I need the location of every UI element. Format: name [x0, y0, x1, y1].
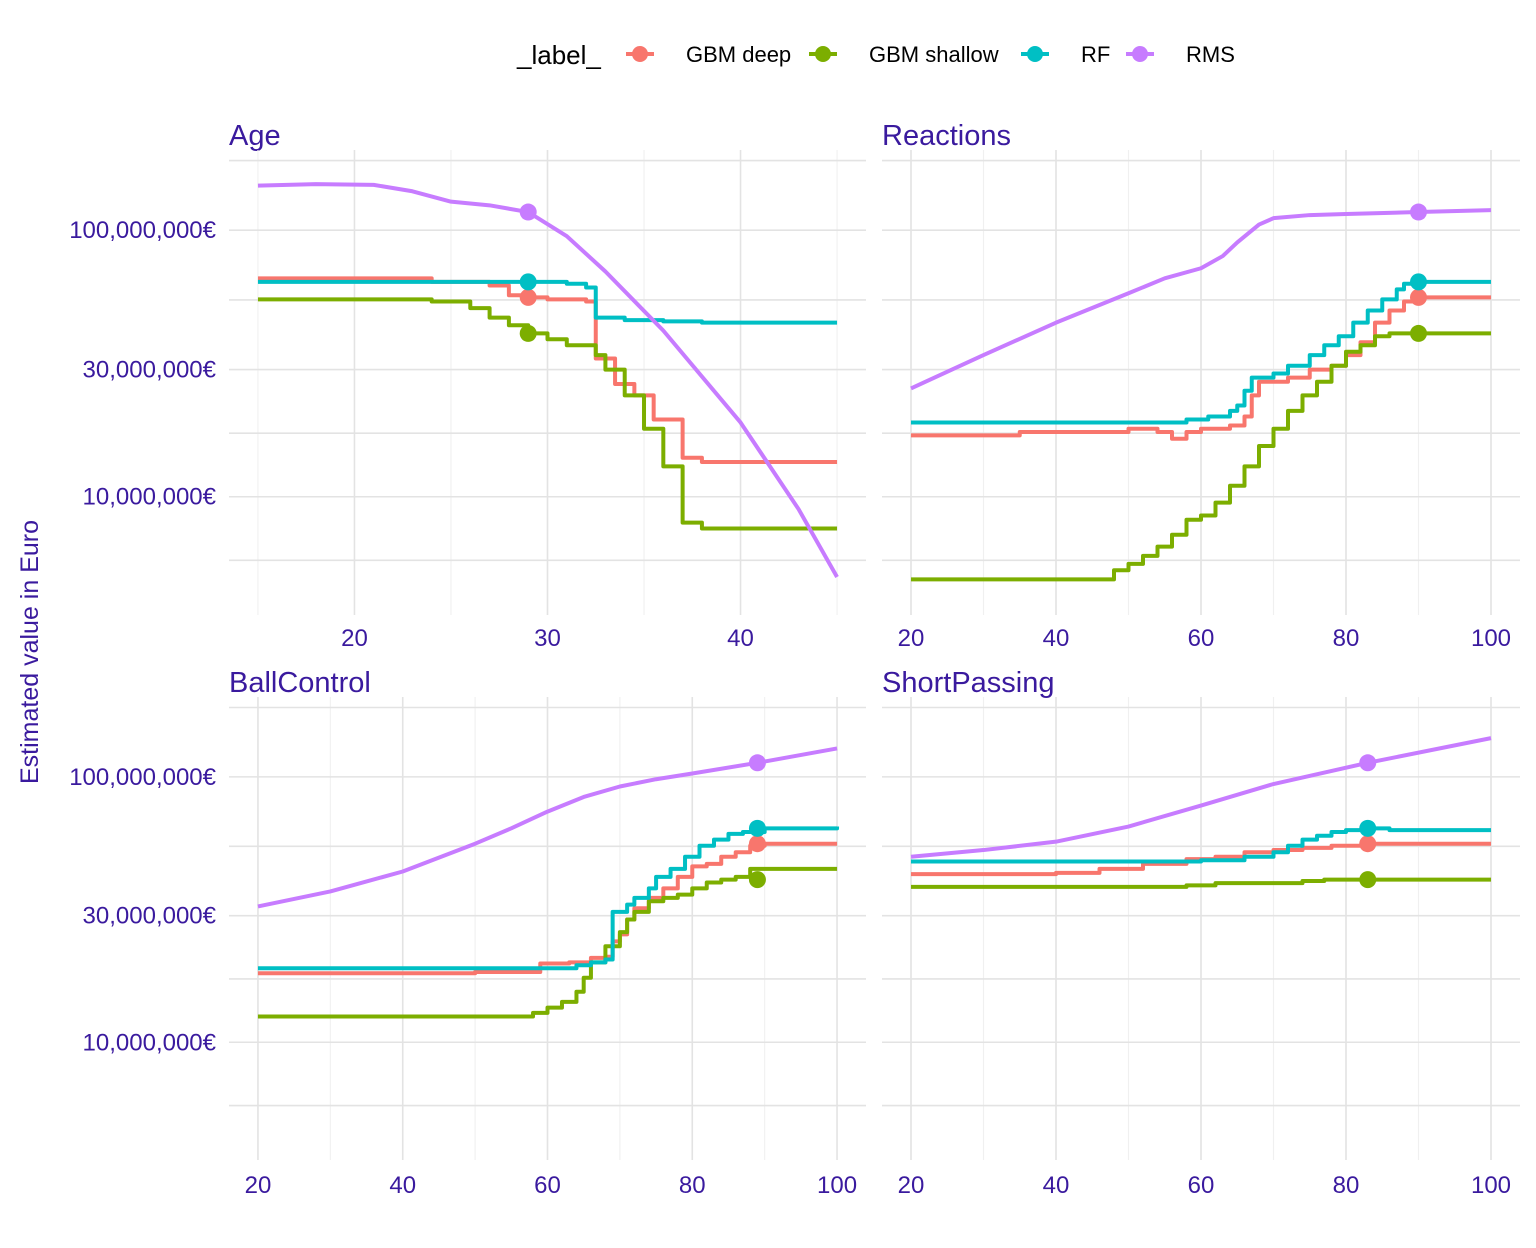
series-line-rf [257, 279, 838, 325]
series-line-gbm-deep [257, 841, 838, 976]
x-tick-label: 40 [1043, 625, 1070, 652]
x-tick-label: 60 [1188, 625, 1215, 652]
series-line-rf [911, 279, 1491, 425]
panel-title: Age [229, 120, 281, 152]
series-point-rms [1359, 754, 1377, 772]
legend-key-point [815, 46, 831, 62]
legend-items: GBM deep GBM shallow RF RMS [626, 42, 1235, 67]
series-line-gbm-shallow [257, 866, 838, 1019]
series-line-rf [257, 826, 840, 971]
series-point-rms [519, 203, 537, 221]
series-point-gbm-deep [519, 288, 537, 306]
x-tick-label: 20 [245, 1172, 272, 1199]
series-point-rf [748, 819, 766, 837]
series-point-gbm-deep [1410, 288, 1427, 306]
legend-key-point [1027, 46, 1043, 62]
legend-label: RF [1081, 42, 1110, 67]
x-tick-label: 40 [727, 625, 754, 652]
grid [882, 697, 1520, 1160]
x-tick-label: 40 [1043, 1172, 1070, 1199]
series-line-gbm-shallow [911, 331, 1491, 582]
y-tick-label: 30,000,000€ [83, 903, 217, 930]
series-point-rf [519, 273, 537, 291]
series-point-rf [1410, 273, 1427, 291]
legend-item-gbm-deep: GBM deep [626, 42, 791, 67]
y-tick-label: 10,000,000€ [83, 484, 217, 511]
grid [229, 150, 866, 615]
legend-item-gbm-shallow: GBM shallow [809, 42, 999, 67]
y-tick-label: 10,000,000€ [83, 1029, 217, 1056]
grid [882, 150, 1520, 615]
legend: _label_ GBM deep GBM shallow RF RMS [516, 40, 1235, 70]
panel-age: Age 20 30 40 10,000,000€ 30,000,000€ 100,000,0… [69, 120, 866, 652]
x-tick-label: 100 [817, 1172, 857, 1199]
legend-item-rms: RMS [1126, 42, 1235, 67]
panel-title: Reactions [882, 120, 1011, 152]
series-point-gbm-shallow [748, 871, 766, 889]
legend-key-point [1132, 46, 1148, 62]
legend-label: GBM deep [686, 42, 791, 67]
panel-shortpassing: ShortPassing 20 40 60 80 100 [882, 667, 1520, 1199]
series-point-gbm-deep [748, 835, 766, 853]
legend-title: _label_ [516, 40, 601, 70]
y-tick-label: 100,000,000€ [69, 217, 216, 244]
x-tick-label: 20 [898, 1172, 925, 1199]
legend-label: RMS [1186, 42, 1235, 67]
x-tick-label: 60 [534, 1172, 561, 1199]
x-tick-label: 20 [898, 625, 925, 652]
x-tick-label: 20 [341, 625, 368, 652]
series-point-rf [1359, 819, 1377, 837]
series-line-rms [257, 746, 838, 909]
x-tick-label: 100 [1471, 625, 1511, 652]
x-tick-label: 100 [1471, 1172, 1511, 1199]
y-tick-label: 30,000,000€ [83, 357, 217, 384]
series-line-rms [910, 736, 1492, 859]
series-point-gbm-shallow [1410, 324, 1427, 342]
legend-key-point [632, 46, 648, 62]
series-line-rms [910, 208, 1492, 391]
x-tick-label: 80 [1333, 625, 1360, 652]
x-tick-label: 80 [679, 1172, 706, 1199]
legend-item-rf: RF [1021, 42, 1110, 67]
series-point-gbm-deep [1359, 835, 1377, 853]
series-point-rms [748, 754, 766, 772]
legend-label: GBM shallow [869, 42, 999, 67]
series-line-gbm-deep [911, 841, 1491, 877]
series-point-gbm-shallow [1359, 871, 1377, 889]
grid [229, 697, 866, 1160]
panel-title: BallControl [229, 667, 371, 699]
panel-ballcontrol: BallControl 20 40 60 80 100 10,000,000€ 30,000,… [69, 667, 866, 1199]
series-point-gbm-shallow [519, 324, 537, 342]
x-tick-label: 30 [534, 625, 561, 652]
x-tick-label: 60 [1188, 1172, 1215, 1199]
series-line-gbm-shallow [911, 877, 1491, 889]
y-tick-label: 100,000,000€ [69, 764, 216, 791]
series-line-gbm-shallow [257, 297, 838, 531]
panel-reactions: Reactions 20 40 60 80 100 [882, 120, 1520, 652]
y-axis-label: Estimated value in Euro [16, 520, 44, 784]
x-tick-label: 40 [389, 1172, 416, 1199]
panels: Age 20 30 40 10,000,000€ 30,000,000€ 100,000,0… [69, 120, 1520, 1199]
panel-title: ShortPassing [882, 667, 1055, 699]
series-line-gbm-deep [257, 276, 838, 465]
series-line-gbm-deep [911, 295, 1491, 441]
series-point-rms [1410, 203, 1427, 221]
x-tick-label: 80 [1333, 1172, 1360, 1199]
